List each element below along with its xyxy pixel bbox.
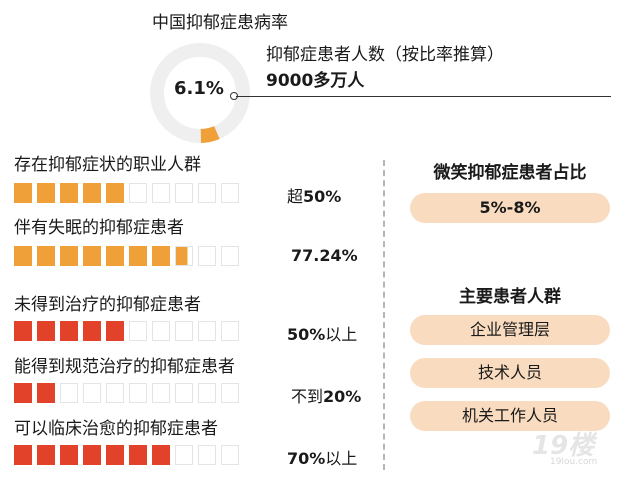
divider (383, 160, 385, 470)
bar-cell-empty (198, 383, 216, 403)
bar-cell-filled (37, 321, 55, 341)
bar-track (14, 246, 239, 266)
group-pill-management: 企业管理层 (410, 315, 610, 345)
bar-value-number: 50% (303, 187, 342, 206)
bar-track (14, 383, 239, 403)
bar-cell-empty (129, 321, 147, 341)
bar-cell-filled (129, 246, 147, 266)
donut-track (150, 43, 250, 143)
bar-track (14, 445, 239, 465)
bar-value-number: 70% (287, 449, 326, 468)
bar-cell-empty (152, 321, 170, 341)
bar-track (14, 321, 239, 341)
bar-cell-empty (198, 321, 216, 341)
bar-cell-empty (175, 321, 193, 341)
bar-cell-empty (198, 445, 216, 465)
watermark-site: 19lou.com (550, 457, 598, 467)
bar-cell-empty (129, 383, 147, 403)
bar-value-label: 70%以上 (287, 445, 357, 469)
bar-label: 未得到治疗的抑郁症患者 (14, 295, 201, 315)
bar-value-number: 77.24% (291, 246, 358, 265)
smile-depression-title: 微笑抑郁症患者占比 (433, 163, 587, 183)
bar-cell-filled (14, 246, 32, 266)
bar-cell-filled (106, 246, 124, 266)
bar-cell-filled (152, 445, 170, 465)
bar-value-prefix: 不到 (291, 387, 324, 406)
bar-cell-filled (60, 321, 78, 341)
bar-cell-empty (175, 383, 193, 403)
watermark-number: 19楼 (532, 431, 595, 461)
bar-cell-filled (60, 183, 78, 203)
bar-value-label: 不到20% (291, 383, 361, 407)
bar-cell-empty (175, 445, 193, 465)
group-pill-government: 机关工作人员 (410, 401, 610, 431)
bar-cell-filled (106, 183, 124, 203)
page-title: 中国抑郁症患病率 (152, 13, 288, 33)
bar-cell-empty (221, 321, 239, 341)
bar-value-label: 50%以上 (287, 321, 357, 345)
prevalence-rate: 6.1% (174, 78, 224, 99)
bar-cell-filled (83, 321, 101, 341)
bar-cell-filled (60, 445, 78, 465)
bar-cell-empty (60, 383, 78, 403)
bar-cell-filled (14, 183, 32, 203)
bar-cell-empty (198, 246, 216, 266)
donut-slice (200, 125, 220, 143)
bar-cell-filled (37, 183, 55, 203)
bar-cell-empty (198, 183, 216, 203)
bar-value-number: 50% (287, 325, 326, 344)
leader-line (236, 96, 611, 97)
bar-cell-filled (14, 445, 32, 465)
bar-value-label: 超50% (287, 183, 341, 207)
watermark-logo: 19楼 19lou.com (532, 425, 612, 467)
bar-value-label: 77.24% (291, 246, 358, 265)
bar-value-prefix: 超 (287, 187, 304, 206)
bar-cell-empty (106, 383, 124, 403)
bar-cell-empty (221, 183, 239, 203)
bar-cell-filled (60, 246, 78, 266)
bar-value-suffix: 以上 (325, 449, 358, 468)
bar-cell-filled (83, 246, 101, 266)
bar-cell-empty (221, 445, 239, 465)
bar-cell-empty (83, 383, 101, 403)
bar-cell-filled (129, 445, 147, 465)
patient-count-label: 抑郁症患者人数（按比率推算） (266, 45, 504, 65)
bar-cell-empty (152, 383, 170, 403)
bar-label: 伴有失眠的抑郁症患者 (14, 218, 184, 238)
bar-cell-filled (175, 246, 193, 266)
smile-depression-value: 5%-8% (410, 193, 610, 223)
bar-cell-empty (221, 383, 239, 403)
bar-cell-empty (129, 183, 147, 203)
bar-cell-filled (83, 445, 101, 465)
bar-label: 存在抑郁症状的职业人群 (14, 155, 201, 175)
bar-value-suffix: 以上 (325, 325, 358, 344)
bar-cell-filled (83, 183, 101, 203)
bar-cell-empty (175, 183, 193, 203)
bar-cell-filled (37, 246, 55, 266)
bar-cell-filled (14, 321, 32, 341)
patient-count-value: 9000多万人 (266, 71, 365, 91)
bar-cell-filled (106, 445, 124, 465)
bar-label: 能得到规范治疗的抑郁症患者 (14, 357, 235, 377)
bar-value-number: 20% (323, 387, 362, 406)
bar-cell-filled (37, 445, 55, 465)
bar-cell-empty (221, 246, 239, 266)
bar-cell-filled (106, 321, 124, 341)
bar-label: 可以临床治愈的抑郁症患者 (14, 419, 218, 439)
main-groups-title: 主要患者人群 (459, 287, 561, 307)
group-pill-technical: 技术人员 (410, 358, 610, 388)
bar-cell-filled (152, 246, 170, 266)
bar-track (14, 183, 239, 203)
prevalence-donut (150, 43, 250, 143)
bar-cell-empty (152, 183, 170, 203)
bar-cell-filled (14, 383, 32, 403)
bar-cell-filled (37, 383, 55, 403)
